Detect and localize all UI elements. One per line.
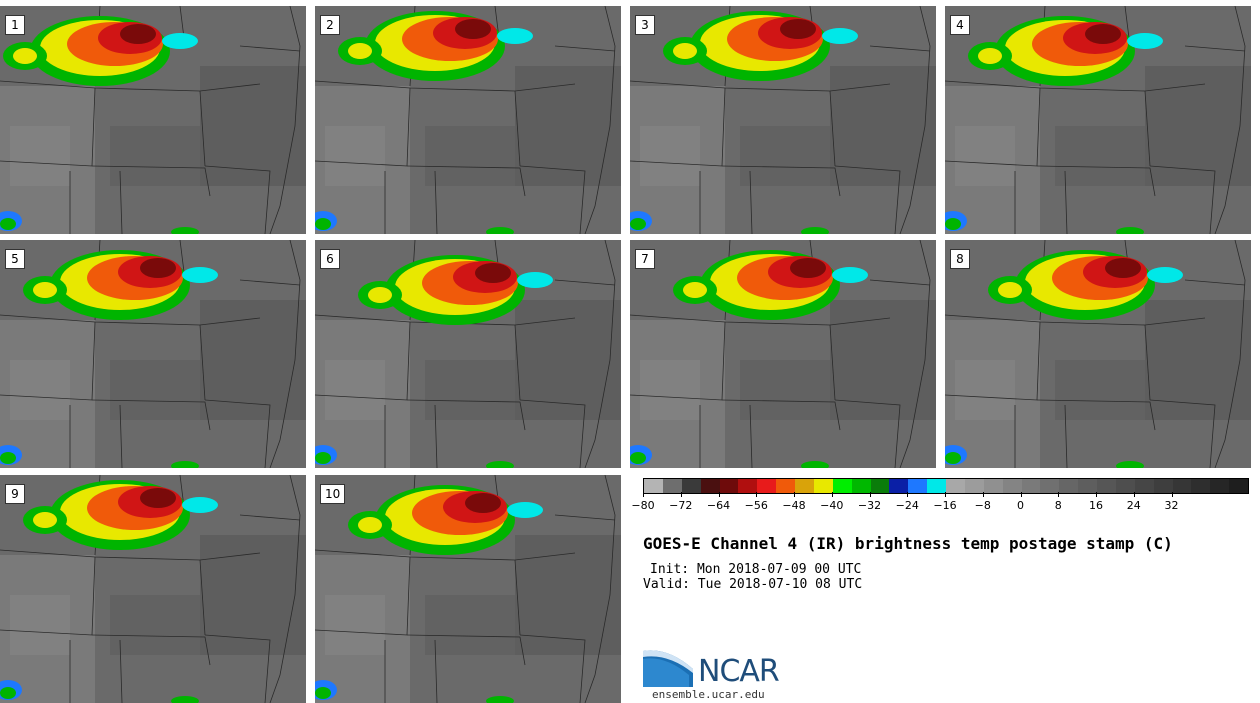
colorbar-tick-label: −40: [820, 499, 844, 512]
colorbar-swatch: [700, 479, 720, 493]
map-panel-9: 9: [0, 475, 306, 703]
colorbar-swatch: [1191, 479, 1211, 493]
colorbar-tick-label: −56: [744, 499, 768, 512]
panel-label: 7: [635, 249, 655, 269]
map-panel-7: 7: [630, 240, 936, 468]
colorbar-tick: [982, 492, 984, 497]
colorbar-tick: [945, 492, 946, 497]
colorbar-swatch: [983, 479, 1003, 493]
colorbar-tick-label: 0: [1017, 499, 1024, 512]
panel-label: 9: [5, 484, 25, 504]
map-panel-6: 6: [315, 240, 621, 468]
colorbar-swatch: [889, 479, 909, 493]
colorbar-tick-label: −32: [857, 499, 882, 512]
colorbar-tick-label: −48: [782, 499, 806, 512]
colorbar-tick-label: 16: [1089, 499, 1103, 512]
colorbar-swatch: [1134, 479, 1154, 493]
colorbar-tick: [680, 492, 682, 497]
ncar-logo-icon: [643, 650, 693, 687]
colorbar-tick: [643, 492, 644, 497]
plot-title: GOES-E Channel 4 (IR) brightness temp po…: [643, 534, 1173, 553]
colorbar-tick-label: 32: [1164, 499, 1179, 512]
panel-label: 6: [320, 249, 340, 269]
colorbar-swatch: [757, 479, 777, 493]
panel-label: 5: [5, 249, 25, 269]
init-time: Init: Mon 2018-07-09 00 UTC: [650, 562, 862, 577]
colorbar-ticks: −80 −72 −64 −56 −48 −40 −32 −24 −16 −8 0 8 16 24 32: [631, 492, 1249, 516]
colorbar-tick-label: −16: [933, 499, 957, 512]
colorbar-swatch: [662, 479, 682, 493]
panel-label: 3: [635, 15, 655, 35]
panel-label: 8: [950, 249, 970, 269]
colorbar-swatch: [1172, 479, 1192, 493]
colorbar-swatch: [681, 479, 701, 493]
colorbar-tick-label: 8: [1054, 499, 1062, 512]
colorbar-swatch: [927, 479, 946, 493]
panel-label: 2: [320, 15, 340, 35]
colorbar-swatch: [1021, 479, 1041, 493]
panel-label: 10: [320, 484, 346, 504]
colorbar-swatch: [832, 479, 852, 493]
panel-label: 1: [5, 15, 25, 35]
colorbar-tick-label: −80: [631, 499, 655, 512]
valid-time: Valid: Tue 2018-07-10 08 UTC: [643, 577, 863, 592]
colorbar-tick: [1096, 492, 1097, 497]
colorbar-tick: [1133, 492, 1135, 497]
colorbar-swatch: [738, 479, 758, 493]
colorbar-swatch: [1040, 479, 1060, 493]
colorbar-tick: [794, 492, 795, 497]
colorbar-swatch: [1078, 479, 1097, 493]
colorbar-swatch: [908, 479, 928, 493]
colorbar-tick-label: 24: [1126, 499, 1141, 512]
colorbar-swatch: [719, 479, 739, 493]
colorbar-swatch: [1115, 479, 1135, 493]
colorbar-tick: [756, 492, 758, 497]
colorbar-swatch: [795, 479, 814, 493]
colorbar-swatch: [1097, 479, 1116, 493]
map-panel-5: 5: [0, 240, 306, 468]
colorbar-swatch: [851, 479, 871, 493]
colorbar-swatch: [644, 479, 663, 493]
colorbar-tick: [907, 492, 909, 497]
colorbar-swatch: [1059, 479, 1079, 493]
map-panel-8: 8: [945, 240, 1251, 468]
colorbar-tick: [869, 492, 871, 497]
colorbar-tick-label: −24: [895, 499, 919, 512]
colorbar-swatch: [776, 479, 795, 493]
colorbar-tick-label: −8: [974, 499, 991, 512]
colorbar-tick-label: −64: [706, 499, 731, 512]
colorbar-tick: [718, 492, 720, 497]
panel-label: 4: [950, 15, 970, 35]
colorbar-tick: [1171, 492, 1173, 497]
colorbar-swatch: [964, 479, 984, 493]
colorbar: [643, 478, 1249, 494]
colorbar-swatch: [1210, 479, 1230, 493]
colorbar-swatch: [1229, 479, 1248, 493]
colorbar-swatch: [1153, 479, 1173, 493]
map-panel-3: 3: [630, 6, 936, 234]
colorbar-swatch: [946, 479, 965, 493]
colorbar-tick: [1020, 492, 1022, 497]
map-panel-1: 1: [0, 6, 306, 234]
colorbar-swatch: [870, 479, 890, 493]
colorbar-tick: [831, 492, 833, 497]
map-panel-2: 2: [315, 6, 621, 234]
map-panel-10: 10: [315, 475, 621, 703]
map-panel-4: 4: [945, 6, 1251, 234]
colorbar-swatch: [1002, 479, 1022, 493]
colorbar-swatch: [813, 479, 833, 493]
logo-text: NCAR: [698, 654, 780, 689]
colorbar-tick: [1058, 492, 1060, 497]
colorbar-tick-label: −72: [669, 499, 693, 512]
site-url: ensemble.ucar.edu: [652, 688, 765, 701]
